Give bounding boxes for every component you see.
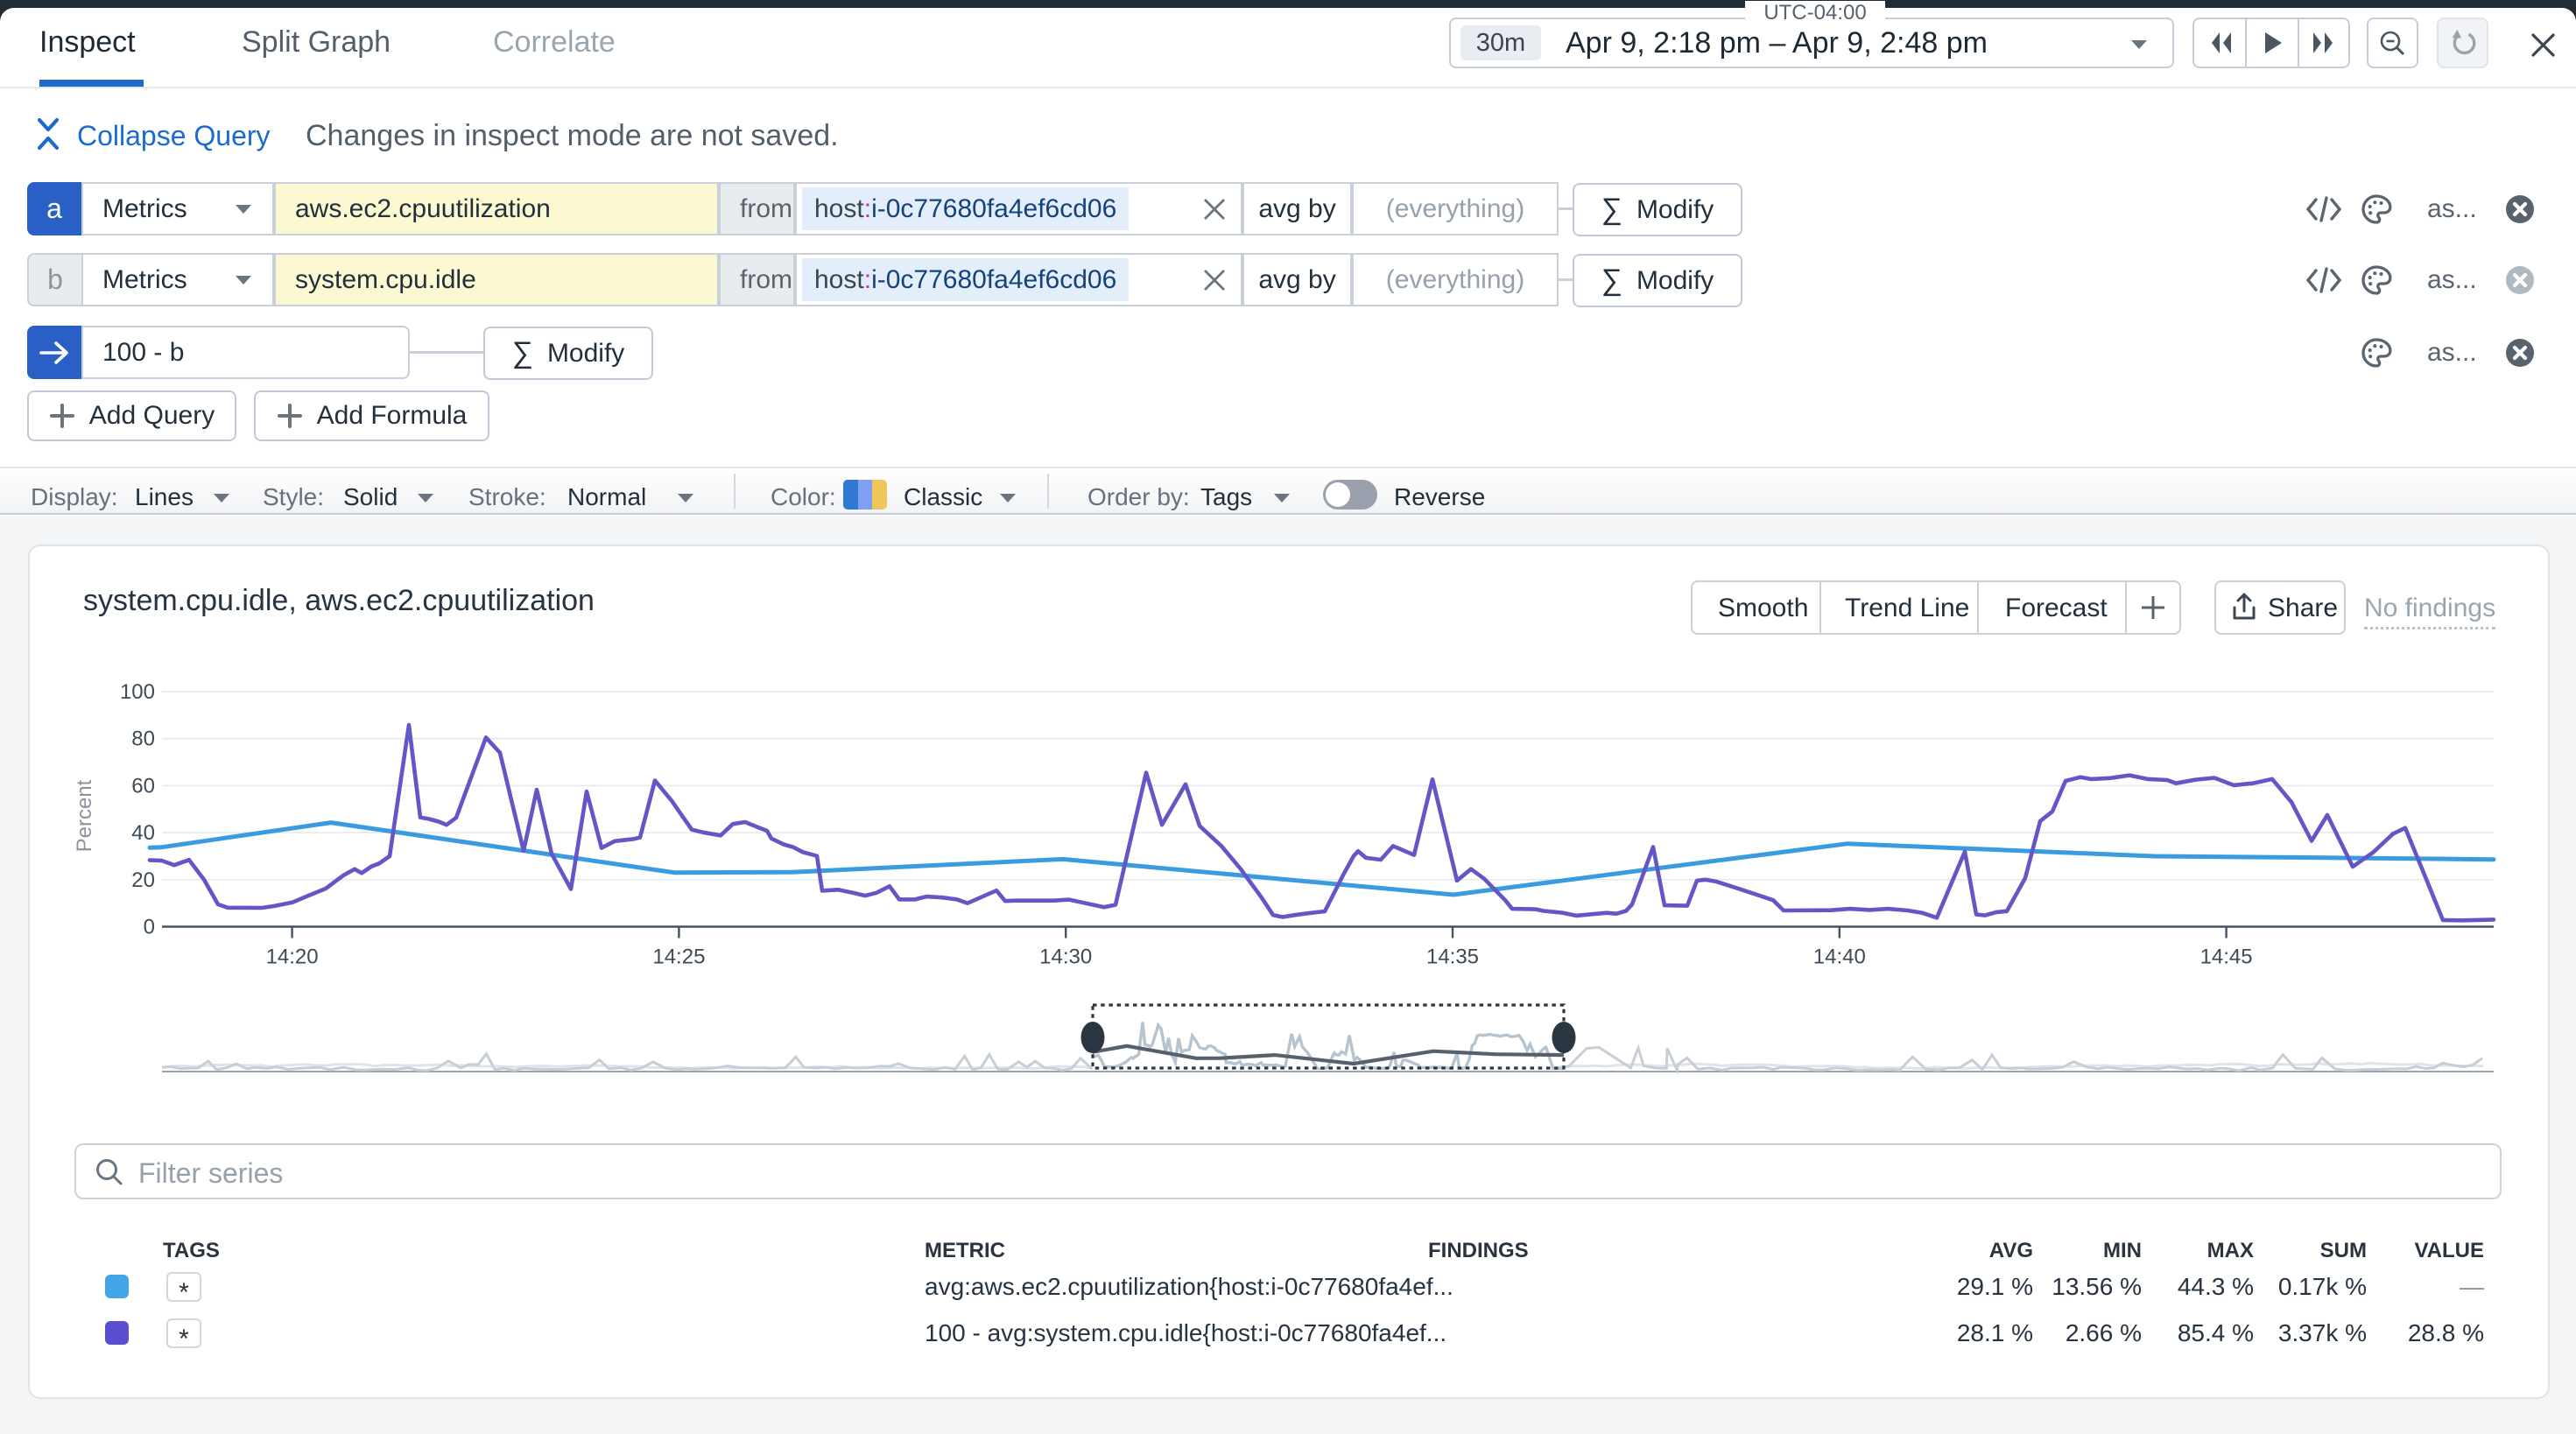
svg-text:Percent: Percent [73,779,96,852]
svg-text:14:45: 14:45 [2200,945,2253,969]
svg-text:60: 60 [131,774,155,798]
svg-text:14:25: 14:25 [652,945,705,969]
svg-text:40: 40 [131,821,155,845]
svg-text:0: 0 [144,916,155,939]
svg-text:100: 100 [120,680,155,704]
svg-text:14:20: 14:20 [266,945,319,969]
svg-text:14:35: 14:35 [1426,945,1479,969]
svg-text:20: 20 [131,868,155,892]
svg-text:80: 80 [131,728,155,751]
svg-text:14:40: 14:40 [1813,945,1866,969]
svg-text:14:30: 14:30 [1039,945,1092,969]
